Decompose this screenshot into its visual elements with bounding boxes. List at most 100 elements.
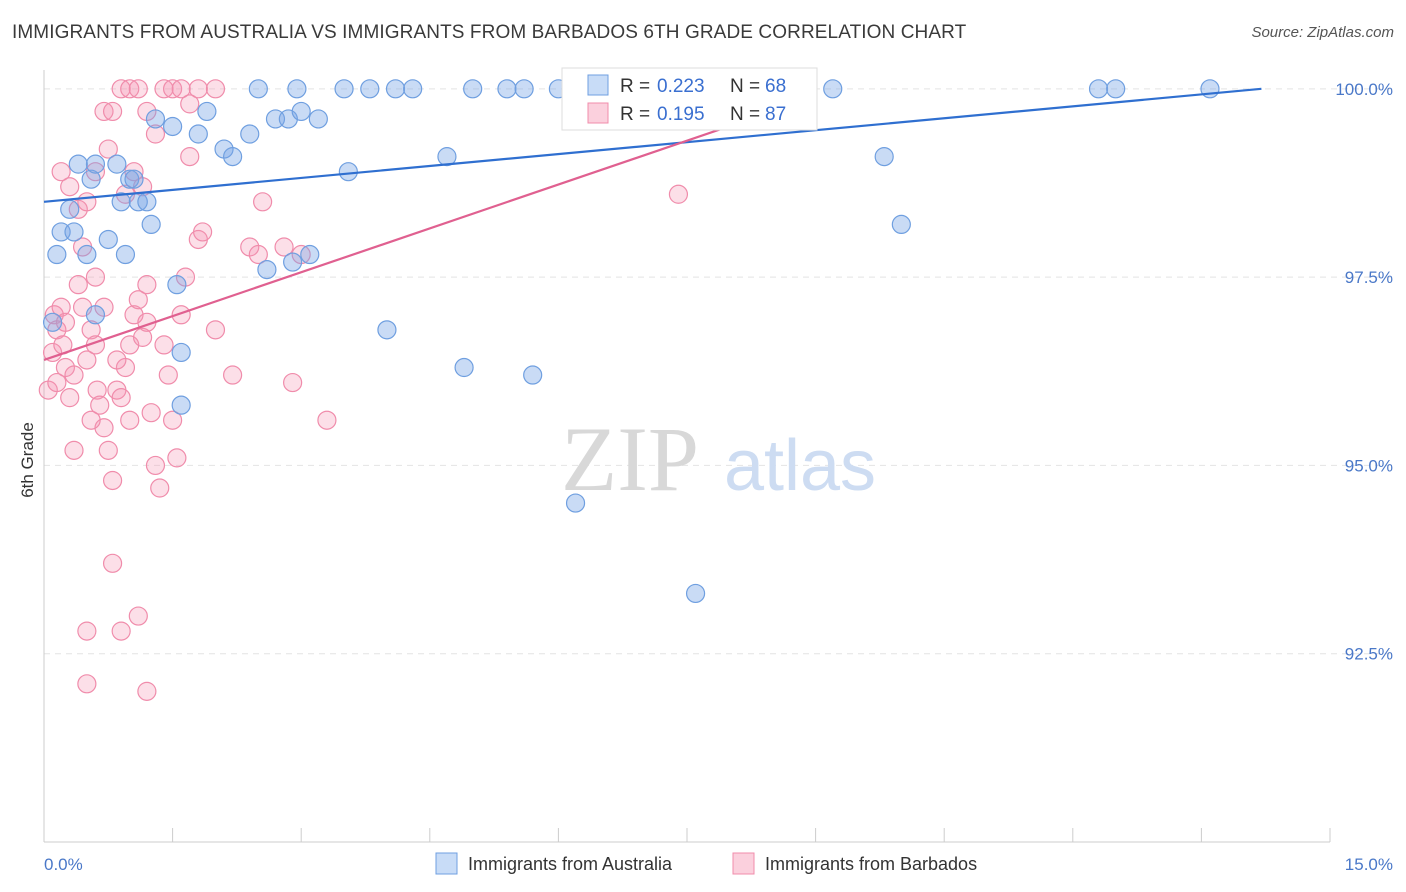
australia-point bbox=[47, 244, 67, 265]
barbados-n-value: 87 bbox=[765, 104, 786, 125]
barbados-point bbox=[668, 184, 689, 204]
australia-point bbox=[137, 192, 157, 212]
barbados-point bbox=[77, 621, 97, 641]
barbados-point bbox=[167, 448, 187, 468]
watermark: ZIP atlas bbox=[561, 408, 876, 510]
australia-n-label: N = bbox=[730, 76, 760, 97]
australia-point bbox=[240, 124, 260, 144]
australia-point bbox=[85, 305, 106, 325]
australia-swatch bbox=[587, 74, 609, 96]
australia-point bbox=[403, 79, 423, 99]
barbados-point bbox=[128, 290, 148, 310]
legend-barbados-label: Immigrants from Barbados bbox=[765, 854, 977, 874]
barbados-point bbox=[85, 267, 106, 287]
australia-point bbox=[60, 199, 80, 219]
barbados-point bbox=[77, 674, 97, 694]
australia-point bbox=[141, 214, 161, 234]
barbados-point bbox=[64, 440, 84, 460]
chart-title: IMMIGRANTS FROM AUSTRALIA VS IMMIGRANTS … bbox=[12, 22, 967, 43]
australia-point bbox=[197, 101, 217, 122]
australia-n-value: 68 bbox=[765, 76, 786, 97]
barbados-r-value: 0.195 bbox=[657, 104, 705, 125]
barbados-point bbox=[132, 327, 153, 347]
barbados-point bbox=[120, 410, 140, 430]
australia-point bbox=[1088, 79, 1109, 99]
trend-lines bbox=[43, 87, 1262, 362]
y-axis-label: 6th Grade bbox=[18, 422, 37, 498]
barbados-point bbox=[77, 350, 97, 370]
australia-point bbox=[338, 162, 358, 182]
barbados-point bbox=[60, 388, 80, 408]
australia-r-value: 0.223 bbox=[657, 76, 705, 97]
australia-point bbox=[300, 244, 320, 265]
australia-point bbox=[145, 109, 166, 129]
barbados-point bbox=[81, 320, 101, 340]
australia-trend-line bbox=[43, 87, 1262, 203]
axes bbox=[43, 70, 1331, 843]
grid-lines bbox=[44, 88, 1393, 655]
barbados-point bbox=[51, 162, 71, 182]
barbados-point bbox=[68, 275, 88, 295]
barbados-point bbox=[188, 79, 208, 99]
australia-point bbox=[42, 312, 63, 332]
barbados-point bbox=[47, 372, 67, 393]
barbados-point bbox=[145, 124, 166, 144]
australia-point bbox=[454, 357, 474, 378]
australia-point bbox=[171, 342, 191, 363]
australia-point bbox=[188, 124, 208, 144]
barbados-point bbox=[137, 275, 157, 295]
australia-point bbox=[1106, 79, 1126, 99]
australia-point bbox=[437, 147, 457, 167]
x-tick-label-max: 15.0% bbox=[1345, 855, 1393, 874]
series-legend: Immigrants from Australia Immigrants fro… bbox=[435, 852, 977, 875]
barbados-r-label: R = bbox=[620, 104, 650, 125]
barbados-point bbox=[137, 681, 157, 701]
barbados-point bbox=[81, 410, 101, 430]
australia-point bbox=[308, 109, 328, 129]
barbados-point bbox=[205, 79, 226, 99]
barbados-point bbox=[163, 410, 183, 430]
x-tick-label-min: 0.0% bbox=[44, 855, 83, 874]
barbados-point bbox=[158, 365, 178, 385]
australia-point bbox=[334, 79, 354, 99]
australia-point bbox=[823, 79, 843, 99]
australia-point bbox=[120, 169, 140, 189]
barbados-point bbox=[171, 79, 191, 99]
barbados-trend-line bbox=[43, 110, 774, 362]
barbados-point bbox=[111, 621, 131, 641]
australia-point bbox=[171, 395, 191, 415]
legend-barbados-swatch bbox=[732, 852, 755, 875]
barbados-swatch bbox=[587, 102, 609, 124]
barbados-point bbox=[180, 147, 200, 167]
barbados-point bbox=[248, 244, 268, 265]
barbados-point bbox=[87, 380, 107, 400]
barbados-point bbox=[44, 305, 64, 325]
australia-point bbox=[497, 79, 517, 99]
australia-point bbox=[360, 79, 380, 99]
barbados-point bbox=[154, 335, 174, 355]
australia-r-label: R = bbox=[620, 76, 650, 97]
barbados-point bbox=[51, 297, 71, 317]
australia-point bbox=[377, 320, 397, 340]
australia-point bbox=[291, 101, 311, 122]
barbados-point bbox=[141, 403, 161, 423]
barbados-point bbox=[274, 237, 294, 257]
barbados-point bbox=[180, 94, 200, 114]
barbados-point bbox=[107, 350, 127, 370]
australia-point bbox=[463, 79, 483, 99]
y-tick-labels: 92.5% 95.0% 97.5% 100.0% bbox=[1335, 80, 1393, 664]
australia-point bbox=[115, 244, 136, 265]
barbados-point bbox=[128, 79, 148, 99]
barbados-point bbox=[150, 478, 170, 498]
australia-point bbox=[77, 244, 97, 265]
australia-point bbox=[514, 79, 534, 99]
y-tick-label: 95.0% bbox=[1345, 456, 1393, 475]
australia-point bbox=[874, 147, 894, 167]
australia-point bbox=[85, 154, 106, 174]
barbados-point bbox=[64, 365, 84, 385]
barbados-point bbox=[253, 192, 273, 212]
australia-point bbox=[523, 365, 543, 385]
barbados-point bbox=[283, 372, 303, 393]
barbados-point bbox=[77, 192, 97, 212]
